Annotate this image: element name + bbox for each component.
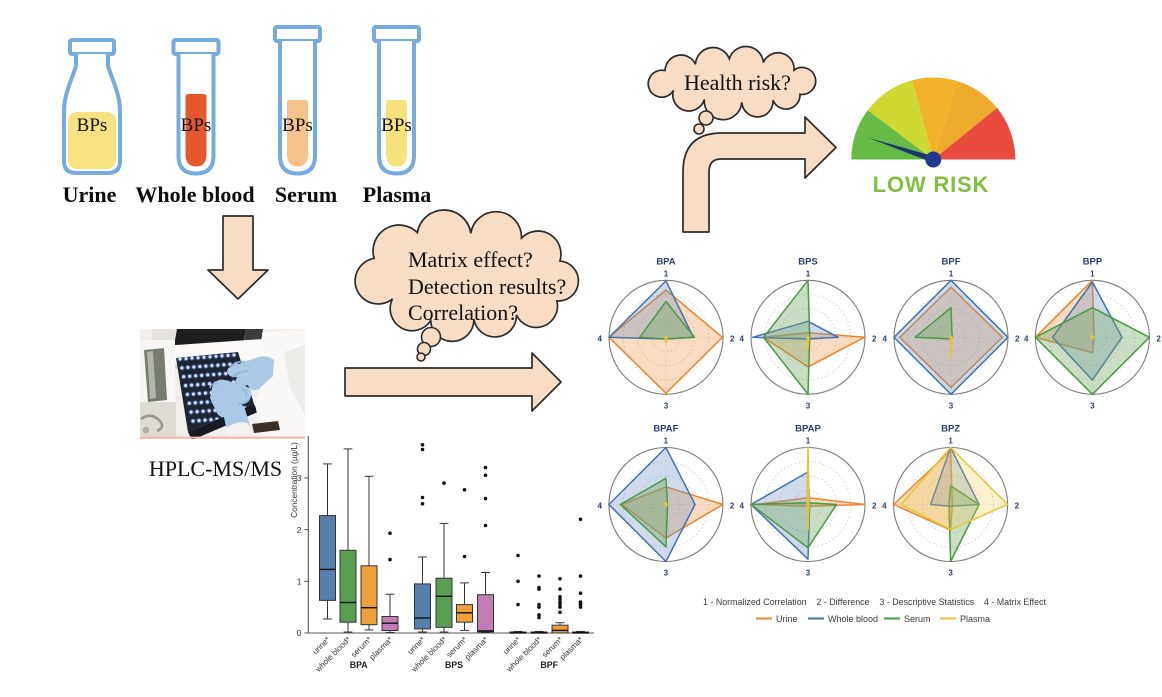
- svg-text:1: 1: [806, 269, 811, 278]
- svg-text:Matrix effect?: Matrix effect?: [408, 247, 533, 272]
- svg-text:Whole blood: Whole blood: [135, 182, 254, 207]
- svg-text:Concentration (µg/L): Concentration (µg/L): [289, 442, 299, 518]
- svg-text:4: 4: [882, 502, 887, 511]
- svg-text:2: 2: [730, 334, 735, 343]
- svg-text:1: 1: [1090, 269, 1095, 278]
- svg-text:Serum: Serum: [275, 182, 337, 207]
- svg-text:2: 2: [1156, 334, 1161, 343]
- svg-text:3: 3: [664, 401, 669, 410]
- svg-text:3: 3: [949, 401, 954, 410]
- svg-text:BPA: BPA: [656, 256, 675, 267]
- svg-text:4: 4: [597, 502, 602, 511]
- svg-text:3: 3: [297, 473, 302, 483]
- svg-text:2: 2: [297, 525, 302, 535]
- svg-text:1 - Normalized Correlation: 1 - Normalized Correlation 2 - Differenc…: [703, 597, 1046, 607]
- svg-text:BPAF: BPAF: [653, 424, 678, 435]
- svg-text:1: 1: [297, 577, 302, 587]
- svg-text:1: 1: [806, 437, 811, 446]
- svg-text:4: 4: [740, 334, 745, 343]
- svg-text:3: 3: [948, 569, 953, 578]
- svg-text:BPs: BPs: [181, 115, 212, 136]
- svg-text:LOW RISK: LOW RISK: [873, 172, 989, 197]
- svg-text:3: 3: [806, 401, 811, 410]
- svg-text:BPs: BPs: [282, 115, 313, 136]
- svg-text:Correlation?: Correlation?: [408, 300, 518, 325]
- svg-text:Plasma: Plasma: [960, 614, 990, 624]
- svg-text:HPLC-MS/MS: HPLC-MS/MS: [149, 456, 282, 481]
- svg-text:Plasma: Plasma: [363, 182, 431, 207]
- svg-text:BPZ: BPZ: [941, 424, 960, 435]
- svg-text:BPF: BPF: [540, 660, 558, 670]
- svg-text:BPS: BPS: [445, 660, 463, 670]
- svg-text:3: 3: [664, 569, 669, 578]
- svg-text:2: 2: [872, 334, 877, 343]
- svg-text:4: 4: [1024, 334, 1029, 343]
- svg-text:1: 1: [949, 269, 954, 278]
- svg-text:BPs: BPs: [77, 115, 108, 136]
- svg-text:BPs: BPs: [381, 115, 412, 136]
- svg-text:2: 2: [1015, 334, 1020, 343]
- svg-text:BPP: BPP: [1083, 256, 1103, 267]
- svg-text:1: 1: [664, 437, 669, 446]
- svg-text:0: 0: [297, 628, 302, 638]
- svg-text:1: 1: [664, 269, 669, 278]
- svg-text:3: 3: [806, 569, 811, 578]
- svg-text:2: 2: [1015, 502, 1020, 511]
- svg-text:4: 4: [740, 502, 745, 511]
- svg-text:4: 4: [883, 334, 888, 343]
- svg-text:2: 2: [872, 502, 877, 511]
- svg-text:BPF: BPF: [942, 256, 961, 267]
- svg-text:Serum: Serum: [904, 614, 931, 624]
- svg-text:3: 3: [1090, 401, 1095, 410]
- svg-text:BPAP: BPAP: [795, 424, 821, 435]
- svg-text:1: 1: [948, 437, 953, 446]
- svg-text:2: 2: [730, 502, 735, 511]
- svg-text:Whole blood: Whole blood: [828, 614, 878, 624]
- svg-text:4: 4: [598, 334, 603, 343]
- svg-text:Urine: Urine: [63, 182, 117, 207]
- svg-text:Detection results?: Detection results?: [408, 274, 566, 299]
- svg-text:Health risk?: Health risk?: [684, 70, 791, 95]
- svg-text:BPA: BPA: [350, 660, 369, 670]
- svg-text:BPS: BPS: [798, 256, 818, 267]
- svg-text:Urine: Urine: [776, 614, 798, 624]
